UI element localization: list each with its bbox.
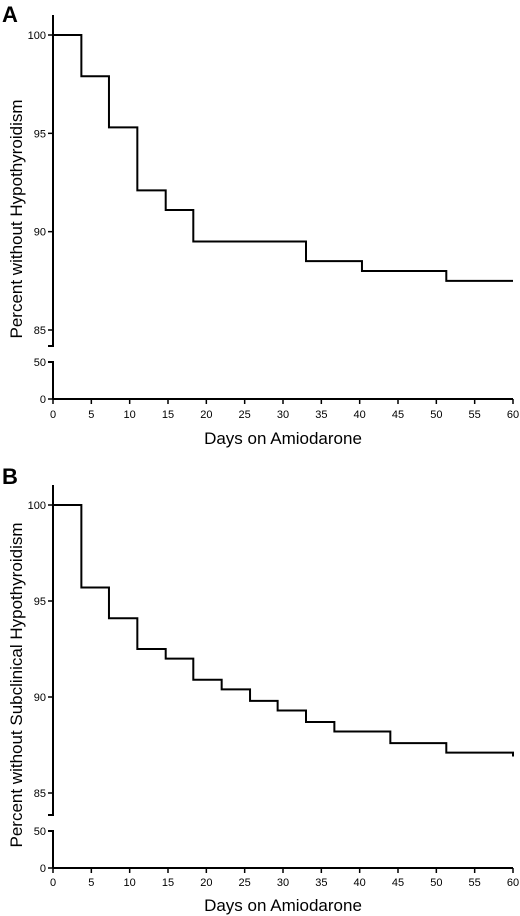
panel-label: B	[2, 464, 18, 489]
x-tick-label: 20	[200, 409, 212, 421]
x-tick-label: 40	[354, 877, 366, 889]
x-tick-label: 10	[124, 409, 136, 421]
x-tick-label: 35	[315, 877, 327, 889]
y-tick-label: 0	[40, 394, 46, 406]
x-tick-label: 25	[239, 409, 251, 421]
chart-panel-A: A 100 95 90 85 50 00 5 10 15 20 25 30 35 40 45 50 55 60 Day…	[2, 2, 519, 448]
x-tick-label: 30	[277, 409, 289, 421]
survival-curve-series-1	[53, 504, 514, 757]
panel-label: A	[2, 2, 18, 27]
chart-panel-B: B 100 95 90 85 50 00 5 10 15 20 25 30 35 40 45 50 55 60 Day…	[2, 464, 519, 915]
x-tick-label: 5	[88, 877, 94, 889]
x-tick-label: 15	[162, 409, 174, 421]
y-tick-label: 50	[34, 357, 46, 369]
x-tick-label: 10	[124, 877, 136, 889]
x-tick-label: 45	[392, 409, 404, 421]
y-tick-label: 50	[34, 826, 46, 838]
x-tick-label: 60	[507, 409, 519, 421]
survival-curve-series-1	[53, 34, 513, 282]
x-tick-label: 30	[277, 877, 289, 889]
y-tick-label: 90	[34, 692, 46, 704]
x-tick-label: 15	[162, 877, 174, 889]
y-axis-title: Percent without Hypothyroidism	[7, 99, 26, 338]
x-tick-label: 0	[50, 409, 56, 421]
x-tick-label: 55	[469, 877, 481, 889]
x-axis-title: Days on Amiodarone	[204, 896, 362, 915]
x-axis-title: Days on Amiodarone	[204, 429, 362, 448]
x-tick-label: 50	[430, 409, 442, 421]
y-tick-label: 85	[34, 788, 46, 800]
x-tick-label: 50	[430, 877, 442, 889]
y-tick-label: 0	[40, 863, 46, 875]
y-tick-label: 85	[34, 325, 46, 337]
y-tick-label: 95	[34, 128, 46, 140]
y-tick-label: 90	[34, 227, 46, 239]
x-tick-label: 20	[200, 877, 212, 889]
y-tick-label: 100	[28, 30, 46, 42]
x-tick-label: 60	[507, 877, 519, 889]
y-tick-label: 95	[34, 596, 46, 608]
x-tick-label: 0	[50, 877, 56, 889]
x-tick-label: 55	[469, 409, 481, 421]
x-tick-label: 35	[315, 409, 327, 421]
x-tick-label: 40	[354, 409, 366, 421]
x-tick-label: 45	[392, 877, 404, 889]
x-tick-label: 25	[239, 877, 251, 889]
y-axis-title: Percent without Subclinical Hypothyroidi…	[7, 522, 26, 847]
y-tick-label: 100	[28, 500, 46, 512]
x-tick-label: 5	[88, 409, 94, 421]
